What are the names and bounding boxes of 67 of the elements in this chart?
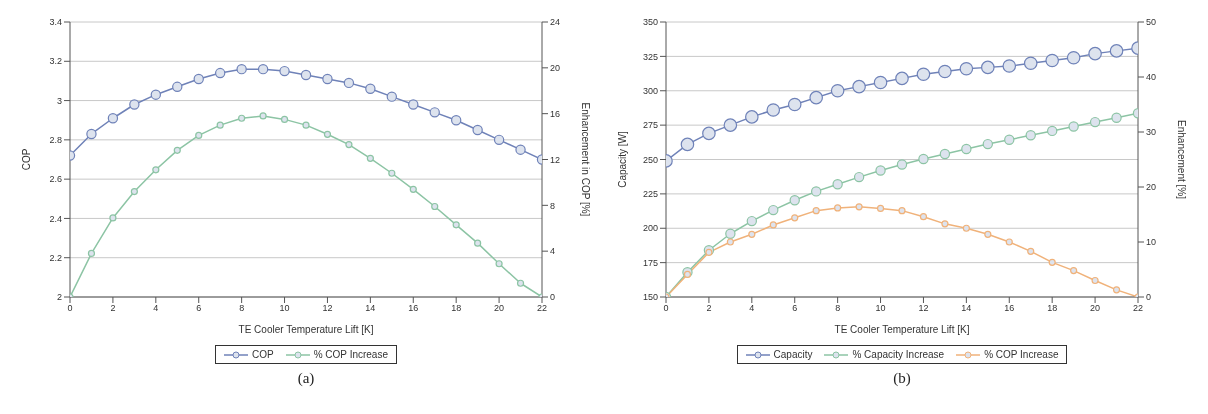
y2-tick-label: 20 [550, 63, 561, 74]
x-tick-label: 2 [110, 303, 116, 314]
y-tick-label: 225 [642, 189, 658, 200]
y-tick-label: 3 [56, 95, 62, 106]
y-tick-label: 2.8 [49, 135, 62, 146]
y-tick-label: 2.6 [49, 174, 62, 185]
y2-tick-label: 10 [1146, 237, 1157, 248]
y-tick-label: 2 [56, 292, 62, 303]
y2-tick-label: 16 [550, 108, 561, 119]
y2-tick-label: 4 [550, 246, 556, 257]
y2-tick-label: 0 [1146, 292, 1152, 303]
x-tick-label: 22 [536, 303, 548, 314]
y2-tick-label: 40 [1146, 72, 1157, 83]
x-tick-label: 10 [279, 303, 290, 314]
y2-tick-label: 20 [1146, 182, 1157, 193]
legend-label: % Capacity Increase [851, 349, 945, 360]
y-tick-label: 3.4 [49, 17, 62, 28]
x-tick-label: 12 [918, 303, 929, 314]
y-tick-label: 200 [642, 223, 658, 234]
y-tick-label: 300 [642, 85, 658, 96]
y-tick-label: 2.4 [49, 213, 62, 224]
y-tick-label: 275 [642, 120, 658, 131]
x-tick-label: 6 [792, 303, 798, 314]
y2-tick-label: 50 [1146, 17, 1157, 28]
x-tick-label: 10 [875, 303, 886, 314]
y2-axis-title: Enhancement in COP [%] [580, 102, 592, 217]
x-tick-label: 0 [663, 303, 669, 314]
x-tick-label: 18 [451, 303, 462, 314]
y2-tick-label: 30 [1146, 127, 1157, 138]
y-tick-label: 3.2 [49, 56, 62, 67]
legend-label: Capacity [772, 349, 813, 360]
x-tick-label: 18 [1047, 303, 1058, 314]
y2-tick-label: 12 [550, 154, 561, 165]
x-tick-label: 6 [196, 303, 202, 314]
y-tick-label: 175 [642, 257, 658, 268]
x-tick-label: 14 [365, 303, 376, 314]
y-tick-label: 350 [642, 17, 658, 28]
y-tick-label: 325 [642, 51, 658, 62]
x-tick-label: 14 [961, 303, 972, 314]
x-tick-label: 4 [749, 303, 755, 314]
x-tick-label: 4 [153, 303, 159, 314]
x-tick-label: 16 [408, 303, 419, 314]
y2-tick-label: 24 [550, 17, 561, 28]
y-tick-label: 250 [642, 154, 658, 165]
x-tick-label: 12 [322, 303, 333, 314]
y2-tick-label: 0 [550, 292, 556, 303]
y2-tick-label: 8 [550, 200, 556, 211]
x-axis-title: TE Cooler Temperature Lift [K] [834, 324, 970, 335]
x-tick-label: 2 [706, 303, 712, 314]
x-tick-label: 22 [1132, 303, 1144, 314]
x-tick-label: 8 [239, 303, 245, 314]
x-tick-label: 16 [1004, 303, 1015, 314]
x-tick-label: 8 [835, 303, 841, 314]
y-tick-label: 2.2 [49, 252, 62, 263]
legend-label: % COP Increase [312, 349, 388, 360]
legend-label: COP [251, 349, 274, 360]
text: (b) [892, 370, 912, 387]
x-tick-label: 20 [494, 303, 505, 314]
y2-axis-title: Enhancement [%] [1176, 120, 1188, 200]
x-axis-title: TE Cooler Temperature Lift [K] [238, 324, 374, 335]
x-tick-label: 20 [1090, 303, 1101, 314]
text: (a) [296, 370, 316, 387]
y-axis-title: COP [20, 148, 32, 171]
y-tick-label: 150 [642, 292, 658, 303]
legend-label: % COP Increase [983, 349, 1059, 360]
x-tick-label: 0 [67, 303, 73, 314]
y-axis-title: Capacity [W] [616, 130, 628, 188]
